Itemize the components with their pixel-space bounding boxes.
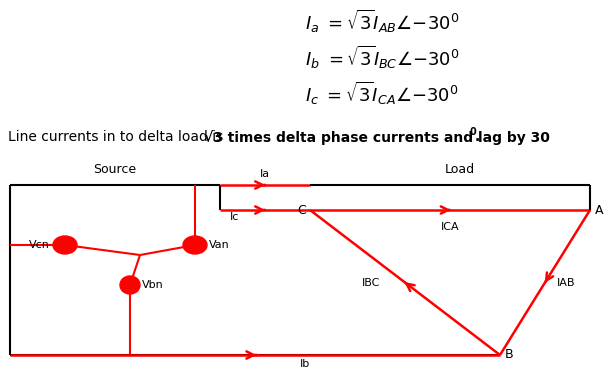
Ellipse shape: [120, 276, 140, 294]
Ellipse shape: [183, 236, 207, 254]
Text: A: A: [595, 203, 604, 216]
Text: Line currents in to delta load is: Line currents in to delta load is: [8, 130, 228, 144]
Text: IBC: IBC: [362, 278, 380, 287]
Text: Vbn: Vbn: [142, 280, 164, 290]
Text: Load: Load: [445, 163, 475, 176]
Text: $I_c$ $= \sqrt{3}I_{CA}\angle{-30^0}$: $I_c$ $= \sqrt{3}I_{CA}\angle{-30^0}$: [305, 80, 459, 107]
Text: .: .: [475, 130, 480, 144]
Text: Van: Van: [209, 240, 230, 250]
Text: $I_b$ $= \sqrt{3}I_{BC}\angle{-30^0}$: $I_b$ $= \sqrt{3}I_{BC}\angle{-30^0}$: [305, 44, 460, 71]
Text: 0: 0: [469, 127, 476, 137]
Text: Ic: Ic: [230, 212, 239, 222]
Text: C: C: [297, 203, 306, 216]
Text: ICA: ICA: [441, 222, 459, 232]
Text: IAB: IAB: [557, 278, 575, 287]
Text: √3 times delta phase currents and lag by 30: √3 times delta phase currents and lag by…: [204, 130, 550, 145]
Text: Ia: Ia: [260, 169, 270, 179]
Text: Vcn: Vcn: [29, 240, 50, 250]
Text: B: B: [505, 348, 514, 361]
Text: Ib: Ib: [300, 359, 310, 369]
Text: $I_a$ $= \sqrt{3}I_{AB}\angle{-30^0}$: $I_a$ $= \sqrt{3}I_{AB}\angle{-30^0}$: [305, 8, 459, 35]
Ellipse shape: [53, 236, 77, 254]
Text: Source: Source: [93, 163, 136, 176]
